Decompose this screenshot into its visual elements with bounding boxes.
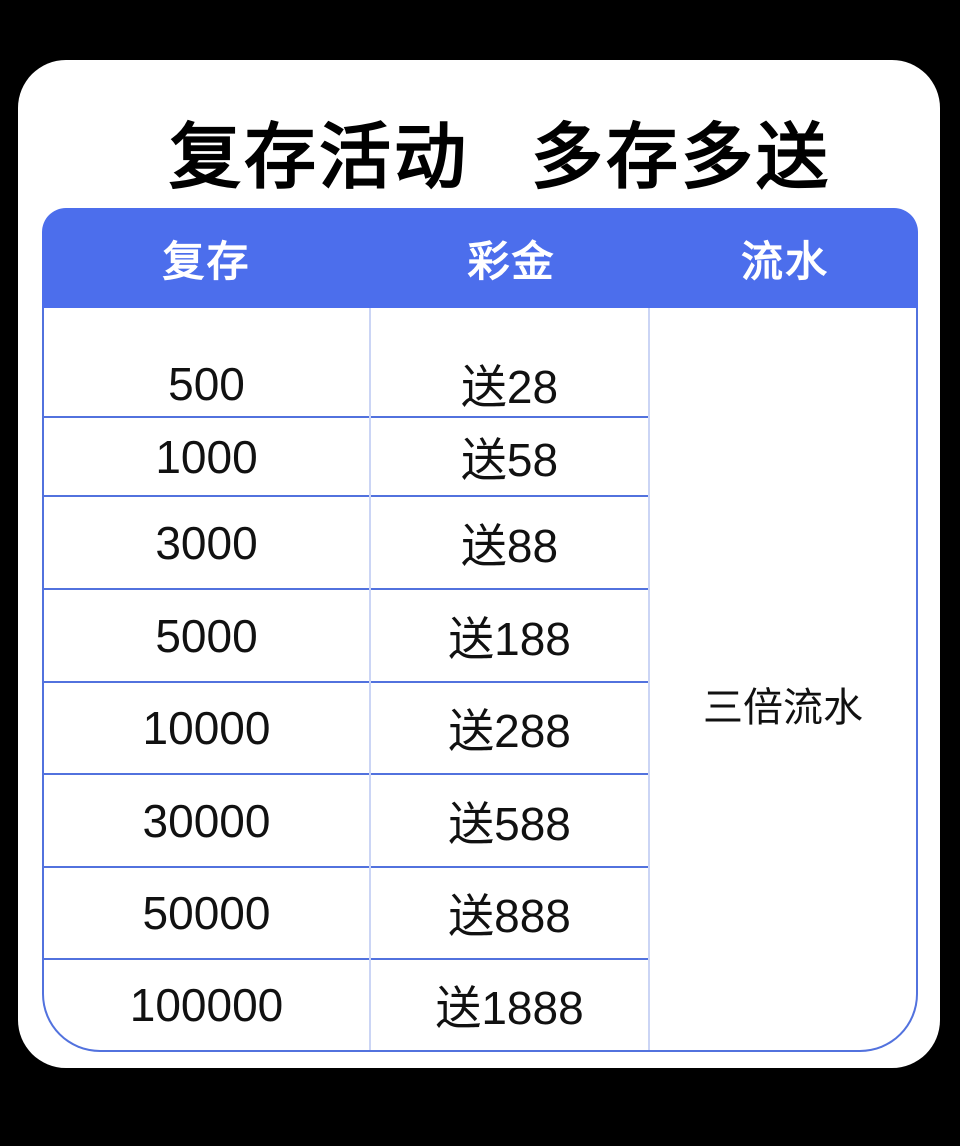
table-header-turnover: 流水 xyxy=(740,237,829,285)
deposit-cell: 100000 xyxy=(129,979,284,1031)
deposit-cell: 30000 xyxy=(44,775,369,868)
promo-title: 复存活动 多存多送 xyxy=(18,122,940,194)
bonus-cell: 送888 xyxy=(371,868,648,960)
deposit-cell: 500 xyxy=(44,308,369,418)
deposit-cell: 1000 xyxy=(44,418,369,497)
bonus-cell: 送28 xyxy=(371,308,648,418)
bonus-cell: 送288 xyxy=(371,683,648,775)
deposit-cell: 5000 xyxy=(44,590,369,683)
promo-card: 复存活动 多存多送 复存 彩金 流水 500 1000 3000 5000 10… xyxy=(18,60,940,1068)
turnover-cell: 三倍流水 xyxy=(703,686,863,730)
bonus-cell: 送58 xyxy=(371,418,648,497)
deposit-column: 500 1000 3000 5000 10000 30000 50000 100… xyxy=(44,308,371,1050)
bonus-cell: 送188 xyxy=(371,590,648,683)
table-header-row: 复存 彩金 流水 xyxy=(42,208,918,308)
deposit-cell: 50000 xyxy=(44,868,369,960)
bonus-cell: 送88 xyxy=(371,497,648,590)
deposit-cell: 10000 xyxy=(44,683,369,775)
table-body: 500 1000 3000 5000 10000 30000 50000 100… xyxy=(42,308,918,1052)
table-header-bonus: 彩金 xyxy=(467,237,556,285)
bonus-column: 送28 送58 送88 送188 送288 送588 送888 送1888 xyxy=(371,308,650,1050)
bonus-cell: 送1888 xyxy=(435,982,584,1034)
table-header-deposit: 复存 xyxy=(162,237,251,285)
bonus-cell: 送588 xyxy=(371,775,648,868)
promo-title-activity: 复存活动 xyxy=(168,118,469,198)
deposit-cell: 3000 xyxy=(44,497,369,590)
promo-title-slogan: 多存多送 xyxy=(531,118,832,198)
deposit-bonus-table: 复存 彩金 流水 500 1000 3000 5000 10000 30000 … xyxy=(42,208,918,1052)
